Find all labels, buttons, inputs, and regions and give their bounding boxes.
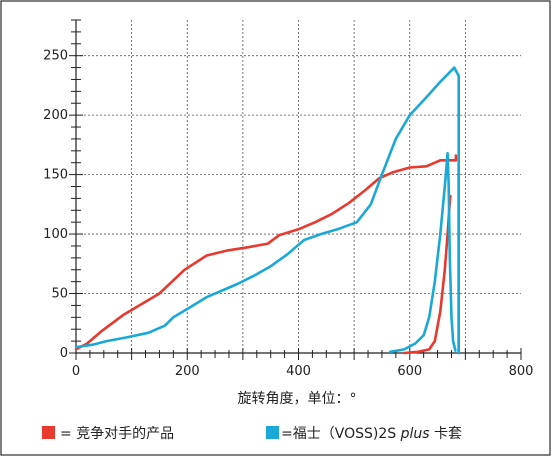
x-tick-label: 600 — [397, 364, 422, 379]
series-line — [389, 151, 457, 354]
x-tick-labels: 0 200 400 600 800 — [72, 364, 534, 379]
x-axis-label: 旋转角度，单位：° — [238, 391, 357, 407]
y-tick-label: 0 — [60, 346, 68, 361]
axes — [69, 19, 522, 360]
y-tick-labels: 0 50 100 150 200 250 — [43, 49, 68, 361]
legend-swatch-competitor — [42, 426, 55, 439]
x-tick-label: 0 — [72, 364, 80, 379]
series-line — [74, 66, 460, 355]
x-tick-label: 800 — [509, 364, 534, 379]
y-tick-label: 200 — [43, 108, 68, 123]
legend-label-voss: =福士（VOSS)2S plus 卡套 — [281, 426, 462, 442]
x-tick-label: 400 — [286, 364, 311, 379]
y-tick-label: 250 — [43, 49, 68, 64]
x-tick-label: 200 — [175, 364, 200, 379]
series-line — [74, 154, 458, 351]
gridlines — [76, 20, 521, 353]
legend-swatch-voss — [266, 426, 279, 439]
legend: = 竞争对手的产品 =福士（VOSS)2S plus 卡套 — [42, 425, 462, 442]
y-tick-label: 100 — [43, 227, 68, 242]
series-lines — [74, 66, 460, 355]
y-tick-label: 150 — [43, 168, 68, 183]
y-tick-label: 50 — [51, 287, 68, 302]
legend-label-competitor: = 竞争对手的产品 — [60, 425, 174, 442]
